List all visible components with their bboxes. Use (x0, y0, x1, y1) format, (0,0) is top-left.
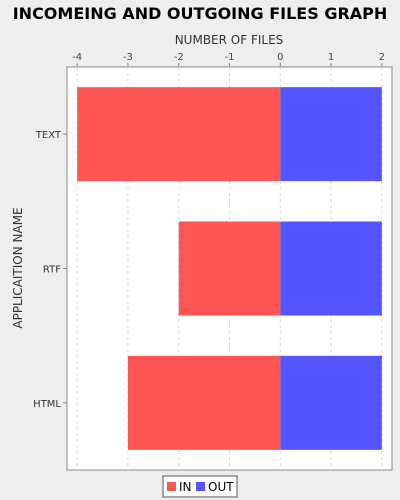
legend-label-out: OUT (208, 480, 234, 494)
bar-out-html (280, 355, 382, 450)
y-axis: TEXT RTF HTML (33, 130, 67, 410)
legend-label-in: IN (179, 480, 192, 494)
bar-out-rtf (280, 221, 382, 316)
x-tick-label: 2 (379, 52, 385, 63)
y-axis-title: APPLICAITION NAME (11, 207, 25, 328)
chart-title: INCOMEING AND OUTGOING FILES GRAPH (13, 4, 388, 23)
bar-in-html (127, 355, 281, 450)
legend-swatch-out (196, 482, 205, 491)
x-tick-label: 0 (277, 52, 283, 63)
bar-out-text (280, 87, 382, 182)
legend: IN OUT (162, 475, 238, 498)
bar-in-rtf (178, 221, 281, 316)
legend-swatch-in (167, 482, 176, 491)
x-axis: -4 -3 -2 -1 0 1 2 (72, 52, 385, 67)
bar-in-text (77, 87, 281, 182)
bars (77, 87, 382, 450)
x-tick-label: -4 (72, 52, 82, 63)
x-axis-title: NUMBER OF FILES (175, 33, 284, 47)
y-category-label: HTML (33, 399, 61, 410)
x-tick-label: -3 (123, 52, 133, 63)
x-tick-label: -1 (225, 52, 235, 63)
x-tick-label: 1 (328, 52, 334, 63)
x-tick-label: -2 (174, 52, 184, 63)
y-category-label: TEXT (35, 130, 62, 141)
y-category-label: RTF (43, 265, 61, 276)
